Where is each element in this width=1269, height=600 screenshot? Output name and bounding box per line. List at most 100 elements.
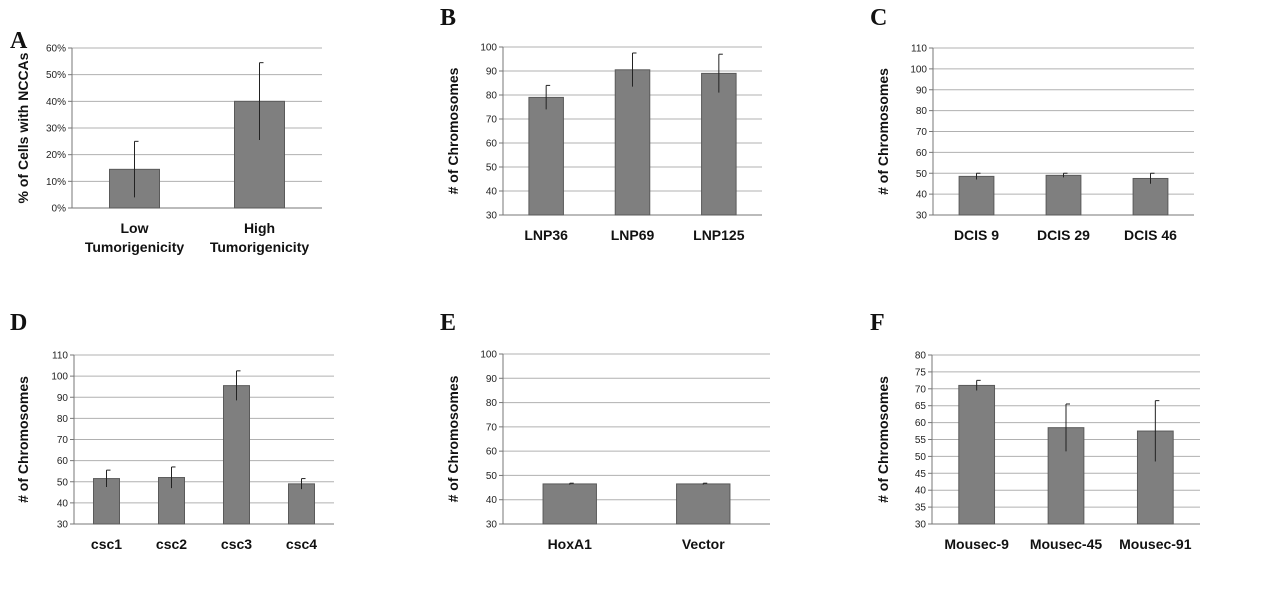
panel-letter: D xyxy=(10,310,28,336)
y-tick-label: 60 xyxy=(57,456,69,467)
x-tick-label: csc3 xyxy=(221,536,252,552)
bar xyxy=(701,72,737,216)
y-tick-label: 70 xyxy=(486,422,498,433)
x-tick-label: Low xyxy=(121,220,149,236)
panel-b: B 30 40 50 60 70 80 90 100 LNP36 LNP69 LNP125 # of … xyxy=(440,5,840,295)
x-tick-label: HoxA1 xyxy=(548,536,593,552)
x-tick-label: LNP125 xyxy=(693,227,745,243)
y-tick-label: 70 xyxy=(57,435,69,446)
y-axis-title: # of Chromosomes xyxy=(875,68,891,195)
y-tick-label: 70 xyxy=(486,115,498,126)
panel-letter: E xyxy=(440,310,457,336)
y-tick-label: 40 xyxy=(57,498,69,509)
bar xyxy=(223,385,250,525)
x-tick-label: High xyxy=(244,220,275,236)
y-tick-label: 100 xyxy=(51,372,68,383)
y-tick-label: 100 xyxy=(480,350,497,361)
chart-a: 0% 10% 20% 30% 40% 50% 60% Low Tumorigenicity Hig… xyxy=(15,44,322,255)
y-tick-label: 50 xyxy=(915,452,927,463)
y-tick-label: 40% xyxy=(46,97,66,108)
x-tick-label: Mousec-9 xyxy=(944,536,1009,552)
x-tick-label: csc4 xyxy=(286,536,317,552)
y-tick-label: 40 xyxy=(486,495,498,506)
y-tick-label: 50% xyxy=(46,70,66,81)
bar xyxy=(288,483,315,525)
y-tick-label: 90 xyxy=(57,393,69,404)
y-tick-label: 0% xyxy=(52,204,67,215)
panel-letter: F xyxy=(870,310,885,336)
y-tick-label: 60 xyxy=(916,148,928,159)
y-axis-title: # of Chromosomes xyxy=(445,375,461,502)
y-tick-label: 60 xyxy=(486,447,498,458)
x-tick-label: Tumorigenicity xyxy=(85,239,185,255)
y-tick-label: 35 xyxy=(915,503,927,514)
bar xyxy=(958,175,995,216)
y-tick-label: 80 xyxy=(915,351,927,362)
x-tick-label: Mousec-45 xyxy=(1030,536,1103,552)
y-tick-label: 60 xyxy=(486,139,498,150)
y-tick-label: 10% xyxy=(46,177,66,188)
y-axis-title: # of Chromosomes xyxy=(875,376,891,503)
y-tick-label: 50 xyxy=(57,477,69,488)
y-tick-label: 30 xyxy=(486,211,498,222)
y-tick-label: 100 xyxy=(910,64,927,75)
chart-f: 30 35 40 45 50 55 60 65 70 75 80 Mousec-9 Mousec-45 M… xyxy=(875,351,1200,552)
y-tick-label: 60% xyxy=(46,44,66,55)
y-tick-label: 40 xyxy=(486,187,498,198)
panel-c: C 30 40 50 60 70 80 90 100 110 DCIS 9 DCIS 29 DCIS … xyxy=(870,5,1269,295)
y-tick-label: 110 xyxy=(911,44,927,55)
y-tick-label: 90 xyxy=(486,374,498,385)
chart-e: 30 40 50 60 70 80 90 100 HoxA1 Vector # of Chromos… xyxy=(445,350,770,552)
y-tick-label: 110 xyxy=(52,351,68,362)
x-tick-label: csc1 xyxy=(91,536,122,552)
x-tick-label: Tumorigenicity xyxy=(210,239,310,255)
y-tick-label: 50 xyxy=(486,163,498,174)
x-tick-label: DCIS 9 xyxy=(954,227,999,243)
y-tick-label: 75 xyxy=(915,367,927,378)
panel-letter: B xyxy=(440,5,457,31)
y-tick-label: 50 xyxy=(916,169,928,180)
y-tick-label: 40 xyxy=(915,486,927,497)
y-tick-label: 55 xyxy=(915,435,927,446)
y-tick-label: 65 xyxy=(915,401,927,412)
y-tick-label: 20% xyxy=(46,150,66,161)
y-tick-label: 50 xyxy=(486,471,498,482)
panel-e: E 30 40 50 60 70 80 90 100 HoxA1 Vector # of Chrom… xyxy=(440,310,840,600)
bar xyxy=(528,96,564,216)
x-tick-label: DCIS 29 xyxy=(1037,227,1090,243)
bar xyxy=(958,384,996,525)
chart-b: 30 40 50 60 70 80 90 100 LNP36 LNP69 LNP125 # of Ch… xyxy=(445,43,762,243)
x-tick-label: DCIS 46 xyxy=(1124,227,1177,243)
panel-d: D 30 40 50 60 70 80 90 100 110 csc1 csc2 csc3 csc4 # … xyxy=(10,310,410,600)
y-axis-title: # of Chromosomes xyxy=(15,376,31,503)
y-tick-label: 90 xyxy=(916,85,928,96)
y-tick-label: 30 xyxy=(57,520,69,531)
y-axis-title: # of Chromosomes xyxy=(445,67,461,194)
y-tick-label: 80 xyxy=(486,91,498,102)
bar xyxy=(676,483,731,525)
y-tick-label: 90 xyxy=(486,67,498,78)
y-tick-label: 70 xyxy=(915,384,927,395)
chart-d: 30 40 50 60 70 80 90 100 110 csc1 csc2 csc3 csc4 # of… xyxy=(15,351,334,552)
y-tick-label: 80 xyxy=(57,414,69,425)
x-tick-label: csc2 xyxy=(156,536,187,552)
y-tick-label: 40 xyxy=(916,190,928,201)
y-tick-label: 30% xyxy=(46,124,66,135)
bar xyxy=(1045,174,1082,216)
y-tick-label: 30 xyxy=(915,520,927,531)
y-tick-label: 70 xyxy=(916,127,928,138)
y-tick-label: 45 xyxy=(915,469,927,480)
bar xyxy=(1132,177,1169,216)
x-tick-label: Mousec-91 xyxy=(1119,536,1192,552)
y-tick-label: 30 xyxy=(486,520,498,531)
x-tick-label: LNP69 xyxy=(611,227,655,243)
panel-a: A 0% 10% 20% 30% 40% 50% 60% Low Tumorigenicity H… xyxy=(10,28,410,298)
bar xyxy=(614,69,651,216)
x-tick-label: Vector xyxy=(682,536,725,552)
y-tick-label: 100 xyxy=(480,43,497,54)
y-tick-label: 60 xyxy=(915,418,927,429)
y-axis-title: % of Cells with NCCAs xyxy=(15,52,31,203)
x-tick-label: LNP36 xyxy=(524,227,568,243)
y-tick-label: 30 xyxy=(916,211,928,222)
